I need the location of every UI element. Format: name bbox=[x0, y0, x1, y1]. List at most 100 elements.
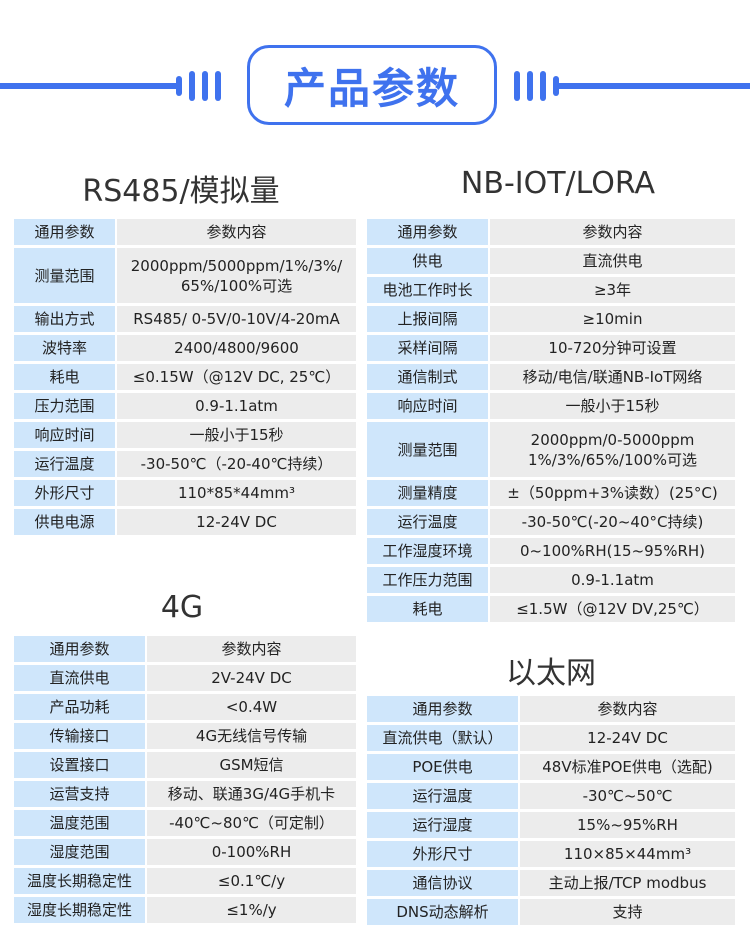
banner-line-right bbox=[556, 83, 750, 89]
table-row: 运营支持 移动、联通3G/4G手机卡 bbox=[14, 781, 356, 807]
param-value: 一般小于15秒 bbox=[490, 393, 735, 419]
param-value: -30-50℃(-20~40°C持续) bbox=[490, 509, 735, 535]
table-row: 运行温度 -30-50℃（-20-40℃持续） bbox=[14, 451, 356, 477]
header-content: 参数内容 bbox=[520, 696, 735, 722]
param-label: 通信协议 bbox=[367, 870, 518, 896]
table-row: 通信协议 主动上报/TCP modbus bbox=[367, 870, 735, 896]
param-label: 运营支持 bbox=[14, 781, 145, 807]
spec-table-4g: 通用参数 参数内容 直流供电 2V-24V DC 产品功耗 <0.4W 传输接口 4G无线信号… bbox=[12, 633, 358, 926]
param-label: 耗电 bbox=[14, 364, 115, 390]
header-param: 通用参数 bbox=[14, 219, 115, 245]
spec-table-ethernet: 通用参数 参数内容 直流供电（默认） 12-24V DC POE供电 48V标准POE供电… bbox=[365, 693, 737, 928]
banner-tick bbox=[215, 71, 221, 101]
header-param: 通用参数 bbox=[367, 219, 488, 245]
table-row: 温度长期稳定性 ≤0.1℃/y bbox=[14, 868, 356, 894]
param-value: -30-50℃（-20-40℃持续） bbox=[117, 451, 356, 477]
param-label: 响应时间 bbox=[14, 422, 115, 448]
param-label: 测量范围 bbox=[14, 248, 115, 303]
param-value: 12-24V DC bbox=[520, 725, 735, 751]
table-row: 测量范围 2000ppm/0-5000ppm 1%/3%/65%/100%可选 bbox=[367, 422, 735, 477]
param-value: 10-720分钟可设置 bbox=[490, 335, 735, 361]
table-row: 耗电 ≤0.15W（@12V DC, 25℃） bbox=[14, 364, 356, 390]
table-row: 直流供电（默认） 12-24V DC bbox=[367, 725, 735, 751]
param-label: 上报间隔 bbox=[367, 306, 488, 332]
param-value: ≥3年 bbox=[490, 277, 735, 303]
param-label: 供电 bbox=[367, 248, 488, 274]
table-row: 运行温度 -30-50℃(-20~40°C持续) bbox=[367, 509, 735, 535]
header-param: 通用参数 bbox=[14, 636, 145, 662]
param-value: 移动、联通3G/4G手机卡 bbox=[147, 781, 356, 807]
spec-table-nbiot: 通用参数 参数内容 供电 直流供电 电池工作时长 ≥3年 上报间隔 ≥10min 采样间隔 10-… bbox=[365, 216, 737, 625]
param-value: 移动/电信/联通NB-IoT网络 bbox=[490, 364, 735, 390]
table-row: 工作湿度环境 0~100%RH(15~95%RH) bbox=[367, 538, 735, 564]
param-label: 通信制式 bbox=[367, 364, 488, 390]
table-row: 耗电 ≤1.5W（@12V DV,25℃） bbox=[367, 596, 735, 622]
param-value: 2V-24V DC bbox=[147, 665, 356, 691]
param-value: -40℃~80℃（可定制） bbox=[147, 810, 356, 836]
param-value: 15%~95%RH bbox=[520, 812, 735, 838]
param-value: 0~100%RH(15~95%RH) bbox=[490, 538, 735, 564]
param-label: 电池工作时长 bbox=[367, 277, 488, 303]
param-value: ≤0.15W（@12V DC, 25℃） bbox=[117, 364, 356, 390]
table-row: 电池工作时长 ≥3年 bbox=[367, 277, 735, 303]
param-label: 外形尺寸 bbox=[14, 480, 115, 506]
table-row: 设置接口 GSM短信 bbox=[14, 752, 356, 778]
param-value: ≤0.1℃/y bbox=[147, 868, 356, 894]
spec-table-rs485: 通用参数 参数内容 测量范围 2000ppm/5000ppm/1%/3%/ 65%/1… bbox=[12, 216, 358, 538]
param-label: 运行温度 bbox=[14, 451, 115, 477]
param-label: POE供电 bbox=[367, 754, 518, 780]
param-value: 48V标准POE供电（选配) bbox=[520, 754, 735, 780]
table-row: 波特率 2400/4800/9600 bbox=[14, 335, 356, 361]
param-value: 0-100%RH bbox=[147, 839, 356, 865]
table-row: 工作压力范围 0.9-1.1atm bbox=[367, 567, 735, 593]
param-label: 运行湿度 bbox=[367, 812, 518, 838]
banner-tick bbox=[202, 71, 208, 101]
table-row: POE供电 48V标准POE供电（选配) bbox=[367, 754, 735, 780]
banner-tick bbox=[189, 71, 195, 101]
table-row: 湿度长期稳定性 ≤1%/y bbox=[14, 897, 356, 923]
param-label: 传输接口 bbox=[14, 723, 145, 749]
table-row: 响应时间 一般小于15秒 bbox=[367, 393, 735, 419]
param-value: 2000ppm/5000ppm/1%/3%/ 65%/100%可选 bbox=[117, 248, 356, 303]
header-param: 通用参数 bbox=[367, 696, 518, 722]
table-row: 运行温度 -30℃~50℃ bbox=[367, 783, 735, 809]
param-label: 直流供电 bbox=[14, 665, 145, 691]
table-row: 供电电源 12-24V DC bbox=[14, 509, 356, 535]
param-label: 输出方式 bbox=[14, 306, 115, 332]
table-header-row: 通用参数 参数内容 bbox=[14, 636, 356, 662]
table-row: 输出方式 RS485/ 0-5V/0-10V/4-20mA bbox=[14, 306, 356, 332]
table-row: 响应时间 一般小于15秒 bbox=[14, 422, 356, 448]
banner-tick bbox=[540, 71, 546, 101]
param-value: ≥10min bbox=[490, 306, 735, 332]
table-header-row: 通用参数 参数内容 bbox=[367, 219, 735, 245]
table-row: 通信制式 移动/电信/联通NB-IoT网络 bbox=[367, 364, 735, 390]
param-value: 110×85×44mm³ bbox=[520, 841, 735, 867]
header-content: 参数内容 bbox=[117, 219, 356, 245]
table-row: DNS动态解析 支持 bbox=[367, 899, 735, 925]
banner-tick bbox=[176, 76, 182, 96]
param-label: 工作压力范围 bbox=[367, 567, 488, 593]
section-title-4g: 4G bbox=[160, 590, 204, 625]
table-row: 产品功耗 <0.4W bbox=[14, 694, 356, 720]
param-value: 2000ppm/0-5000ppm 1%/3%/65%/100%可选 bbox=[490, 422, 735, 477]
table-header-row: 通用参数 参数内容 bbox=[14, 219, 356, 245]
section-title-nbiot: NB-IOT/LORA bbox=[460, 166, 656, 201]
page-title: 产品参数 bbox=[283, 63, 460, 113]
param-value: 2400/4800/9600 bbox=[117, 335, 356, 361]
header-content: 参数内容 bbox=[490, 219, 735, 245]
table-row: 湿度范围 0-100%RH bbox=[14, 839, 356, 865]
param-value: <0.4W bbox=[147, 694, 356, 720]
param-label: 采样间隔 bbox=[367, 335, 488, 361]
banner-line-left bbox=[0, 83, 178, 89]
param-value: 110*85*44mm³ bbox=[117, 480, 356, 506]
param-value: 12-24V DC bbox=[117, 509, 356, 535]
table-row: 上报间隔 ≥10min bbox=[367, 306, 735, 332]
table-row: 温度范围 -40℃~80℃（可定制） bbox=[14, 810, 356, 836]
table-header-row: 通用参数 参数内容 bbox=[367, 696, 735, 722]
param-label: 产品功耗 bbox=[14, 694, 145, 720]
param-value: ≤1.5W（@12V DV,25℃） bbox=[490, 596, 735, 622]
param-label: 温度长期稳定性 bbox=[14, 868, 145, 894]
param-value: -30℃~50℃ bbox=[520, 783, 735, 809]
param-label: 耗电 bbox=[367, 596, 488, 622]
section-title-rs485: RS485/模拟量 bbox=[82, 174, 280, 209]
